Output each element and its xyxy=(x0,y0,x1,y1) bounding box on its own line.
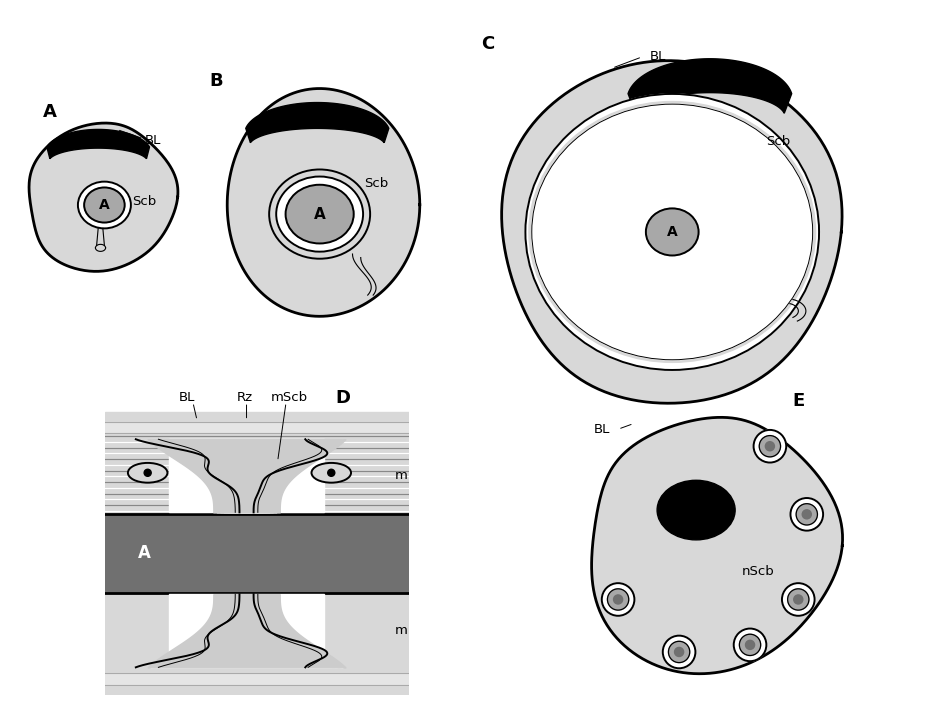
Ellipse shape xyxy=(128,463,167,483)
Circle shape xyxy=(602,583,635,616)
Text: Scb: Scb xyxy=(365,177,389,190)
Ellipse shape xyxy=(525,94,819,370)
Ellipse shape xyxy=(539,110,806,354)
Text: m: m xyxy=(395,469,408,482)
Circle shape xyxy=(754,430,786,463)
Ellipse shape xyxy=(606,171,739,293)
Circle shape xyxy=(328,469,335,476)
Ellipse shape xyxy=(611,177,733,287)
Ellipse shape xyxy=(640,203,704,261)
Ellipse shape xyxy=(638,200,707,263)
Ellipse shape xyxy=(544,116,800,348)
Ellipse shape xyxy=(657,480,735,540)
Ellipse shape xyxy=(269,170,370,258)
Ellipse shape xyxy=(634,197,711,267)
Ellipse shape xyxy=(583,150,762,314)
Text: A: A xyxy=(43,102,57,120)
Text: A: A xyxy=(667,225,678,239)
Text: A: A xyxy=(99,198,109,212)
Text: nScb: nScb xyxy=(741,565,774,578)
Ellipse shape xyxy=(551,122,794,342)
Ellipse shape xyxy=(557,127,787,337)
Text: C: C xyxy=(482,34,495,53)
Bar xyxy=(106,514,409,593)
Ellipse shape xyxy=(609,174,736,290)
Ellipse shape xyxy=(285,185,353,243)
Ellipse shape xyxy=(618,183,726,281)
Text: E: E xyxy=(792,392,804,410)
Ellipse shape xyxy=(621,185,724,279)
Polygon shape xyxy=(29,123,178,271)
Polygon shape xyxy=(628,59,792,113)
Polygon shape xyxy=(47,130,150,159)
Circle shape xyxy=(766,442,774,451)
Circle shape xyxy=(787,589,809,610)
Circle shape xyxy=(802,510,812,519)
Text: A: A xyxy=(314,207,325,221)
Circle shape xyxy=(790,498,823,531)
Ellipse shape xyxy=(554,125,790,339)
Ellipse shape xyxy=(78,182,131,228)
Circle shape xyxy=(745,640,755,649)
Ellipse shape xyxy=(602,168,742,296)
Ellipse shape xyxy=(570,139,774,325)
Ellipse shape xyxy=(580,148,765,316)
Ellipse shape xyxy=(564,133,781,331)
Text: B: B xyxy=(209,72,223,90)
Ellipse shape xyxy=(646,208,698,256)
Text: Scb: Scb xyxy=(767,135,791,148)
Ellipse shape xyxy=(593,160,752,304)
Ellipse shape xyxy=(548,119,797,345)
Bar xyxy=(106,422,409,433)
Circle shape xyxy=(734,629,767,661)
Text: A: A xyxy=(138,544,151,562)
Bar xyxy=(169,439,324,513)
Text: m: m xyxy=(395,624,408,637)
Ellipse shape xyxy=(276,177,363,251)
Circle shape xyxy=(663,636,696,668)
Circle shape xyxy=(794,595,803,604)
Ellipse shape xyxy=(599,165,745,299)
Ellipse shape xyxy=(541,113,803,351)
Text: BL: BL xyxy=(650,50,666,64)
Circle shape xyxy=(144,469,151,476)
Circle shape xyxy=(759,435,781,457)
Ellipse shape xyxy=(532,104,813,359)
Text: Rz: Rz xyxy=(237,392,253,405)
Circle shape xyxy=(782,583,814,616)
Text: mScb: mScb xyxy=(270,392,308,405)
Ellipse shape xyxy=(311,463,351,483)
Ellipse shape xyxy=(568,136,777,327)
Circle shape xyxy=(740,634,761,656)
Circle shape xyxy=(796,503,817,525)
Polygon shape xyxy=(501,61,842,403)
Ellipse shape xyxy=(84,188,124,223)
Text: BL: BL xyxy=(594,422,611,436)
Ellipse shape xyxy=(631,195,713,269)
Text: BL: BL xyxy=(145,134,162,147)
Circle shape xyxy=(669,642,690,662)
Ellipse shape xyxy=(561,130,784,334)
Polygon shape xyxy=(227,89,420,316)
Ellipse shape xyxy=(529,102,815,362)
Bar xyxy=(169,594,324,667)
Ellipse shape xyxy=(586,154,758,310)
Ellipse shape xyxy=(625,188,720,275)
Bar xyxy=(106,673,409,684)
Circle shape xyxy=(608,589,628,610)
Ellipse shape xyxy=(535,107,809,357)
Polygon shape xyxy=(592,417,842,674)
Circle shape xyxy=(674,647,683,657)
Ellipse shape xyxy=(577,145,768,319)
Ellipse shape xyxy=(573,142,770,321)
Ellipse shape xyxy=(596,163,749,301)
Text: BL: BL xyxy=(179,392,195,405)
Text: Scb: Scb xyxy=(132,195,156,208)
Ellipse shape xyxy=(614,180,729,284)
Polygon shape xyxy=(246,102,389,142)
Ellipse shape xyxy=(627,191,717,273)
Circle shape xyxy=(613,595,623,604)
Ellipse shape xyxy=(589,156,755,307)
Text: D: D xyxy=(335,389,350,407)
